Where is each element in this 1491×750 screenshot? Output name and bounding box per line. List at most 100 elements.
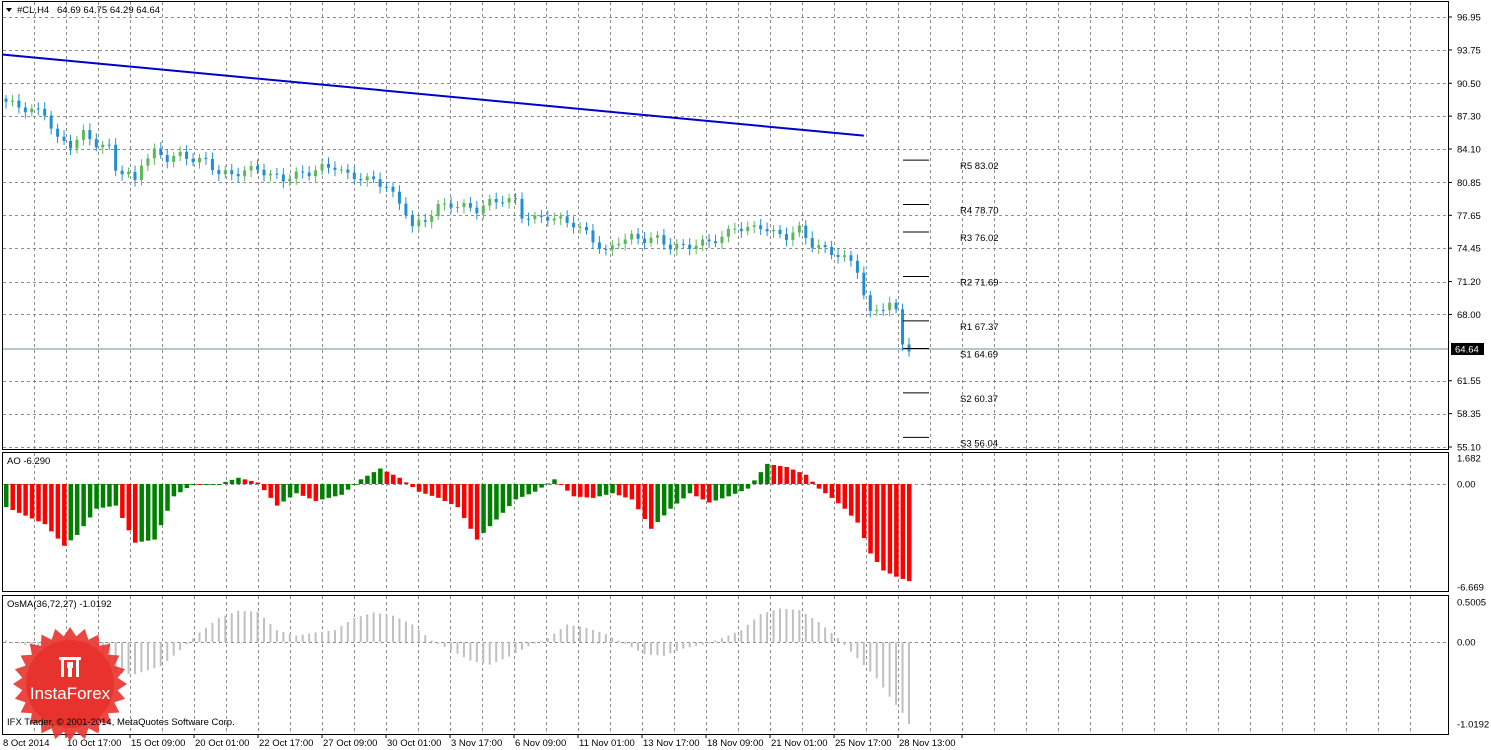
candle-body	[688, 244, 692, 249]
osma-bar	[295, 635, 298, 643]
osma-bar	[314, 632, 317, 643]
osma-bar	[572, 625, 575, 643]
candle-body	[327, 163, 330, 168]
candle-body	[56, 128, 60, 137]
osma-bar	[288, 633, 291, 643]
ao-bar	[332, 483, 338, 497]
candle-body	[217, 170, 221, 175]
osma-bar	[333, 630, 336, 643]
ao-bar	[94, 483, 99, 509]
candle-body	[456, 206, 459, 208]
osma-bar	[540, 640, 543, 643]
pivot-label: R3 76.02	[960, 233, 999, 244]
osma-bar	[895, 642, 898, 705]
candle-body	[585, 226, 588, 231]
candle-body	[81, 130, 85, 140]
ao-bar	[468, 483, 473, 529]
ao-bar	[10, 483, 15, 510]
osma-bar	[630, 642, 633, 648]
candle-body	[849, 255, 853, 261]
candle-body	[378, 179, 382, 187]
ao-bar	[487, 483, 493, 527]
candle-body	[294, 171, 298, 179]
candle-body	[791, 232, 795, 240]
price-tick-label: 71.20	[1457, 277, 1481, 288]
ao-bar	[823, 483, 828, 494]
osma-bar	[617, 640, 620, 643]
ao-bar	[474, 483, 480, 540]
ao-bar	[481, 483, 486, 533]
ohlc-label: 64.69 64.75 64.29 64.64	[57, 5, 160, 16]
candle-body	[804, 225, 808, 238]
candle-body	[43, 108, 47, 116]
candle-body	[49, 115, 53, 129]
ao-bar	[274, 483, 280, 506]
candle-body	[881, 309, 885, 311]
ao-bar	[391, 474, 396, 484]
ao-bar	[520, 483, 525, 497]
candle-body	[249, 166, 253, 171]
osma-bar	[656, 642, 659, 656]
ao-bar	[339, 483, 344, 495]
ao-bar	[320, 483, 325, 500]
candle-body	[888, 302, 892, 311]
osma-bar	[269, 623, 272, 643]
ao-bar	[726, 483, 731, 497]
candle-body	[894, 302, 898, 310]
candle-body	[655, 235, 659, 238]
price-tick-label: 90.50	[1457, 79, 1481, 90]
osma-bar	[727, 635, 730, 643]
time-axis-label: 30 Oct 01:00	[387, 738, 441, 749]
osma-bar	[372, 612, 375, 643]
ao-bar	[429, 483, 435, 496]
osma-bar	[308, 633, 311, 643]
pivot-label: R2 71.69	[960, 278, 999, 289]
osma-bar	[779, 608, 781, 643]
osma-bar	[824, 627, 827, 643]
osma-bar	[411, 624, 414, 643]
candle-body	[75, 139, 79, 149]
candle-body	[578, 226, 582, 228]
ao-bar	[313, 483, 319, 501]
osma-bar	[527, 642, 530, 647]
candle-body	[875, 309, 879, 311]
osma-bar	[501, 642, 504, 660]
ao-bar	[371, 472, 377, 484]
candle-body	[475, 207, 479, 214]
grid-lines	[3, 2, 1448, 734]
pivot-label: S2 60.37	[960, 394, 998, 405]
chevron-down-icon[interactable]	[6, 8, 12, 12]
ao-histogram	[4, 463, 912, 582]
ao-bar	[668, 483, 673, 509]
osma-bar	[650, 642, 652, 655]
osma-bar	[230, 613, 233, 643]
instaforex-logo: InstaForex	[12, 626, 128, 742]
osma-bar	[482, 642, 485, 664]
ao-bar	[532, 483, 538, 492]
ao-bar	[778, 465, 783, 484]
osma-bar	[624, 642, 627, 644]
ao-bar	[500, 483, 506, 513]
osma-bar	[166, 642, 169, 661]
ao-bar	[636, 483, 641, 510]
candle-body	[597, 242, 601, 249]
osma-bar	[901, 642, 904, 713]
candle-body	[765, 229, 769, 232]
osma-bar	[579, 626, 582, 643]
osma-bar	[669, 642, 672, 654]
candle-body	[623, 239, 627, 244]
candle-body	[288, 178, 292, 182]
time-axis-label: 21 Nov 01:00	[771, 738, 828, 749]
osma-bar	[553, 633, 556, 643]
ao-tick-label: 0.00	[1457, 479, 1476, 490]
candle-body	[797, 225, 801, 233]
osma-bar	[675, 642, 678, 652]
osma-bar	[17, 642, 20, 644]
candle-body	[501, 202, 505, 204]
ao-bar	[236, 477, 241, 484]
ao-bar	[790, 469, 796, 484]
price-tick-label: 68.00	[1457, 310, 1481, 321]
candle-body	[127, 171, 131, 175]
candle-body	[397, 191, 401, 204]
